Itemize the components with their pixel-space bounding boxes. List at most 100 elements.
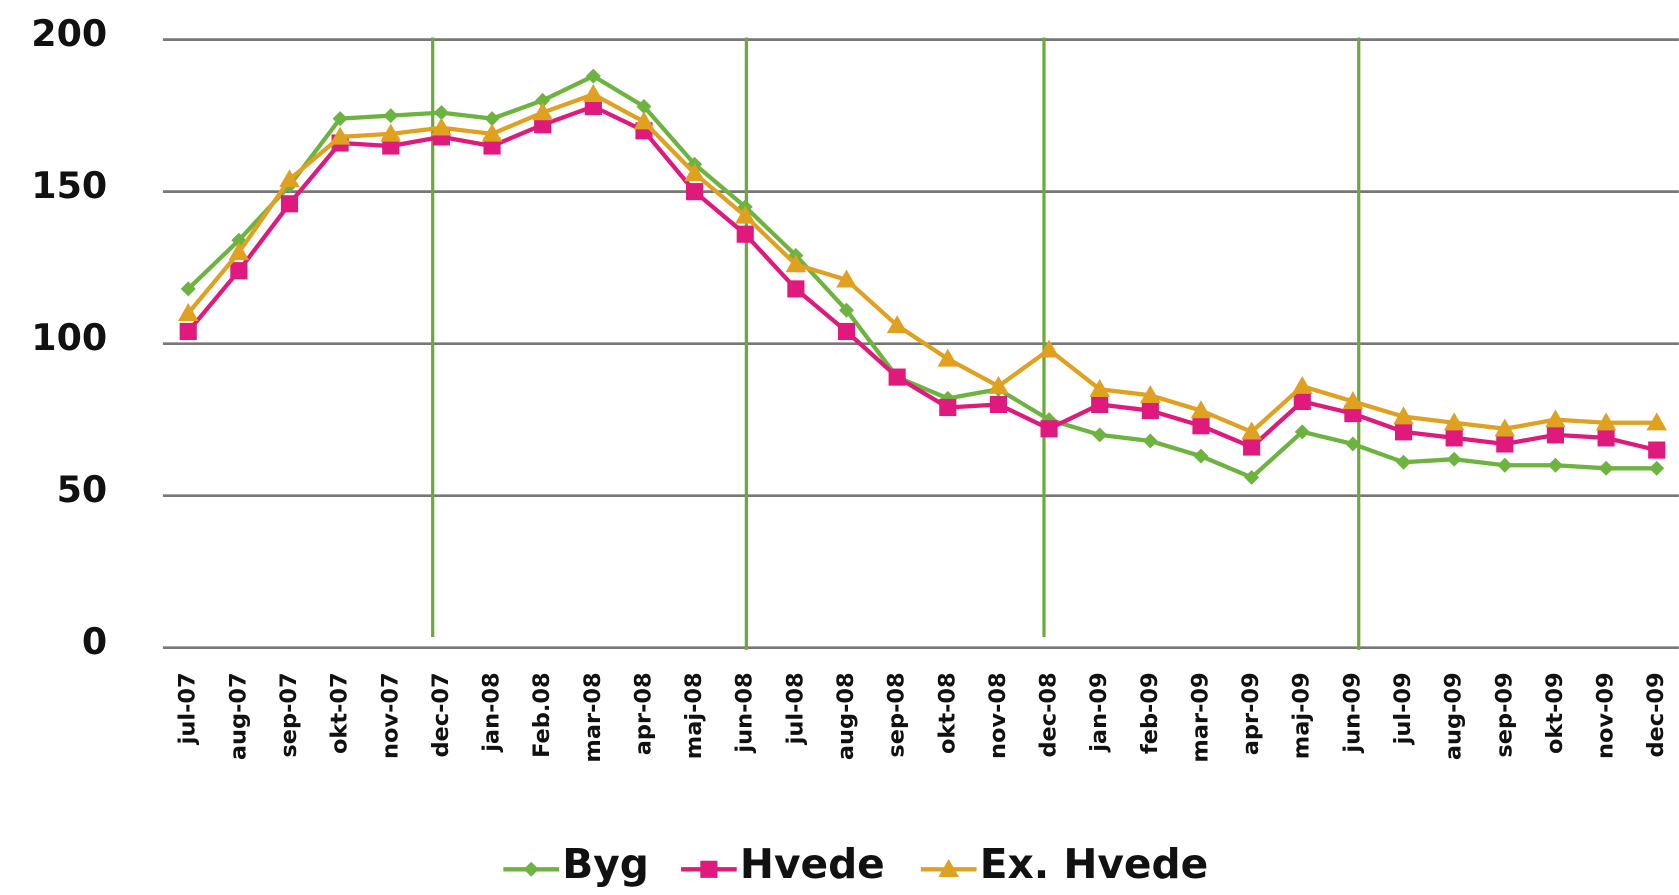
marker [686,183,704,201]
marker [583,84,604,103]
x-tick-label: okt-07 [327,672,353,754]
x-tick-label: maj-09 [1289,672,1315,759]
series [177,84,1668,440]
marker [535,92,551,108]
marker [1038,339,1060,358]
marker [938,859,959,878]
x-tick-label: jun-09 [1339,672,1365,753]
marker [1595,412,1617,431]
marker [888,368,906,386]
marker [1446,451,1462,467]
marker [1545,409,1566,428]
x-tick-label: jul-08 [782,672,808,745]
x-tick-label: dec-09 [1643,672,1669,757]
x-tick-label: aug-07 [225,672,251,760]
marker [937,348,959,367]
marker [484,111,500,127]
marker [180,281,196,297]
marker [1546,426,1565,444]
marker [1496,435,1514,453]
marker [1190,400,1212,419]
x-tick-label: sep-07 [276,672,302,757]
marker [1140,385,1161,404]
x-tick-label: nov-08 [985,672,1011,759]
marker [1443,412,1465,431]
marker [700,860,718,878]
marker [886,315,908,334]
legend-label: Byg [562,840,649,888]
y-tick-label: 150 [31,164,107,207]
marker [329,126,351,145]
x-tick-label: aug-08 [833,672,859,760]
marker [279,169,300,188]
series-line [186,92,1657,434]
marker [1394,423,1413,441]
legend-item: Byg [503,840,649,888]
series-line [186,104,1658,453]
marker [230,262,248,280]
marker [1291,375,1313,394]
series-line [186,73,1657,480]
series [179,97,1666,459]
marker [989,395,1007,414]
marker [481,123,503,142]
marker [633,111,655,130]
marker [1293,392,1311,410]
marker [684,163,705,182]
marker [1142,433,1158,449]
grid [162,38,1679,650]
marker [734,205,756,224]
marker [1648,441,1666,459]
marker [1445,429,1463,447]
marker [1649,460,1665,476]
x-tick-label: nov-07 [377,672,403,759]
x-tick-label: jul-09 [1390,672,1416,745]
marker [433,105,449,121]
legend-item: Ex. Hvede [920,840,1208,888]
y-tick-label: 50 [57,468,108,511]
marker [736,225,754,243]
marker [380,123,402,142]
x-tick-label: jan-08 [479,672,505,752]
marker [483,137,501,155]
marker [1243,438,1261,456]
marker [1597,429,1615,447]
marker [837,322,856,341]
y-tick-label: 100 [31,316,107,359]
marker [1342,391,1364,410]
marker [1089,378,1110,397]
marker [1192,417,1210,435]
x-tick-label: Feb.08 [529,672,555,758]
marker [939,398,957,417]
legend-label: Ex. Hvede [980,840,1208,888]
y-tick-label: 200 [31,12,107,55]
marker [1396,454,1412,470]
marker [1294,424,1310,440]
marker [1646,412,1668,431]
marker [584,97,602,116]
marker [1193,448,1209,464]
marker [332,111,348,127]
marker [177,302,199,321]
y-tick-label: 0 [82,620,107,663]
marker [1393,406,1414,425]
marker [1091,395,1109,414]
marker [585,68,601,84]
marker [1497,457,1513,473]
marker [785,254,807,273]
marker [636,99,652,114]
marker [532,102,553,121]
marker [1040,420,1058,438]
x-tick-label: apr-08 [630,672,656,755]
marker [1494,418,1516,437]
marker [1547,457,1563,473]
x-tick-label: okt-08 [934,672,960,754]
x-tick-label: dec-08 [1036,672,1062,757]
marker [836,269,857,288]
marker [523,861,539,877]
marker [1345,436,1361,452]
marker [1141,401,1159,420]
marker [383,108,399,124]
x-tick-label: mar-08 [580,672,606,762]
x-tick-label: okt-09 [1542,672,1568,754]
